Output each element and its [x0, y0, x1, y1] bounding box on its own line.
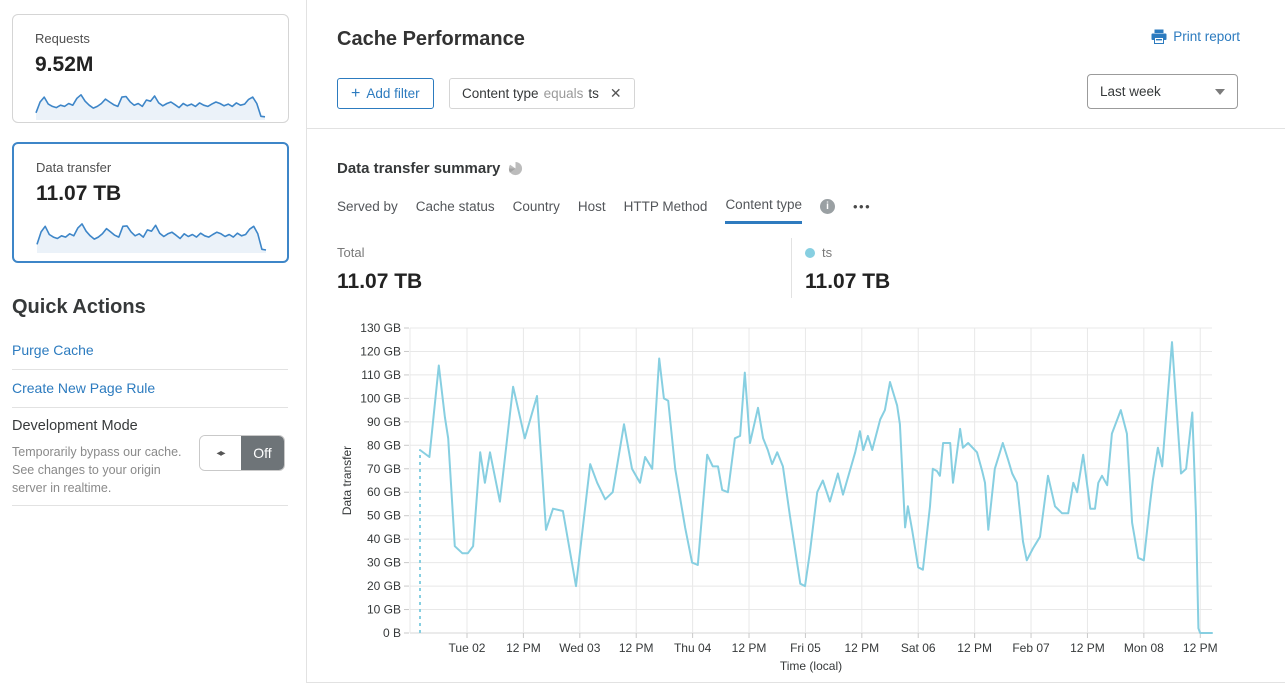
svg-text:50 GB: 50 GB — [367, 509, 401, 523]
svg-text:12 PM: 12 PM — [619, 641, 654, 655]
development-mode-description: Temporarily bypass our cache. See change… — [12, 445, 182, 495]
requests-card-value: 9.52M — [35, 53, 94, 76]
svg-text:90 GB: 90 GB — [367, 415, 401, 429]
svg-text:Tue 02: Tue 02 — [449, 641, 486, 655]
svg-text:Thu 04: Thu 04 — [674, 641, 712, 655]
section-divider — [306, 128, 1285, 129]
svg-text:12 PM: 12 PM — [732, 641, 767, 655]
data-transfer-line-chart: 0 B 10 GB 20 GB 30 GB 40 GB 50 GB 60 GB 70 GB 80… — [340, 321, 1218, 673]
sidebar-border — [306, 0, 307, 682]
summary-tabs: Served by Cache status Country Host HTTP… — [337, 197, 871, 224]
development-mode-toggle[interactable]: ◂▸ Off — [199, 435, 285, 471]
ts-legend-label: ts — [822, 245, 833, 260]
data-transfer-chart: 0 B 10 GB 20 GB 30 GB 40 GB 50 GB 60 GB 70 GB 80… — [337, 318, 1240, 683]
development-mode-toggle-state: Off — [241, 436, 284, 470]
svg-text:12 PM: 12 PM — [844, 641, 879, 655]
tab-cache-status[interactable]: Cache status — [415, 198, 495, 214]
filter-chip-value: ts — [588, 86, 599, 101]
time-range-select[interactable]: Last week — [1087, 74, 1238, 109]
svg-text:70 GB: 70 GB — [367, 462, 401, 476]
page-title: Cache Performance — [337, 28, 525, 50]
svg-text:80 GB: 80 GB — [367, 438, 401, 452]
toggle-arrows-icon: ◂▸ — [200, 436, 241, 470]
series-legend[interactable]: ts — [805, 245, 832, 260]
info-icon[interactable]: i — [820, 198, 835, 214]
svg-text:Mon 08: Mon 08 — [1124, 641, 1164, 655]
print-report-link[interactable]: Print report — [1151, 29, 1240, 44]
sidebar-divider — [12, 369, 288, 370]
tab-host[interactable]: Host — [577, 198, 606, 214]
filter-chip-operator: equals — [543, 86, 584, 101]
svg-text:12 PM: 12 PM — [1183, 641, 1218, 655]
time-range-value: Last week — [1100, 84, 1161, 99]
svg-text:Feb 07: Feb 07 — [1012, 641, 1050, 655]
printer-icon — [1151, 29, 1167, 44]
svg-text:12 PM: 12 PM — [1070, 641, 1105, 655]
tab-content-type[interactable]: Content type — [725, 197, 802, 224]
svg-text:20 GB: 20 GB — [367, 579, 401, 593]
plus-icon: + — [351, 84, 361, 102]
summary-section-title: Data transfer summary — [337, 160, 523, 177]
svg-text:100 GB: 100 GB — [360, 391, 401, 405]
sidebar-divider — [12, 505, 288, 506]
requests-card-label: Requests — [35, 31, 90, 46]
pie-chart-icon — [509, 161, 523, 176]
svg-text:40 GB: 40 GB — [367, 532, 401, 546]
data-transfer-card-value: 11.07 TB — [36, 182, 122, 205]
svg-text:120 GB: 120 GB — [360, 344, 401, 358]
summary-title-text: Data transfer summary — [337, 160, 501, 177]
svg-text:0 B: 0 B — [383, 626, 401, 640]
data-transfer-card-label: Data transfer — [36, 160, 112, 175]
purge-cache-link[interactable]: Purge Cache — [12, 342, 94, 358]
svg-text:60 GB: 60 GB — [367, 485, 401, 499]
more-options-icon[interactable]: ••• — [853, 198, 872, 214]
svg-text:10 GB: 10 GB — [367, 603, 401, 617]
svg-text:Time (local): Time (local) — [780, 659, 842, 673]
remove-filter-icon[interactable]: ✕ — [609, 85, 622, 101]
filter-chip-content-type: Content type equals ts ✕ — [449, 78, 635, 109]
ts-legend-dot-icon — [805, 247, 815, 258]
svg-text:110 GB: 110 GB — [361, 368, 401, 382]
svg-text:Data transfer: Data transfer — [340, 446, 354, 515]
data-transfer-sparkline-chart — [36, 223, 267, 253]
requests-sparkline-chart — [35, 94, 266, 120]
data-transfer-card[interactable]: Data transfer 11.07 TB — [12, 142, 289, 263]
add-filter-label: Add filter — [366, 86, 420, 101]
total-value: 11.07 TB — [337, 270, 423, 293]
tab-served-by[interactable]: Served by — [337, 198, 398, 214]
print-report-label: Print report — [1173, 29, 1240, 44]
sidebar-divider — [12, 407, 288, 408]
svg-text:30 GB: 30 GB — [367, 556, 401, 570]
svg-text:Sat 06: Sat 06 — [901, 641, 936, 655]
bottom-divider — [306, 682, 1285, 683]
tab-http-method[interactable]: HTTP Method — [623, 198, 708, 214]
filter-chip-field: Content type — [462, 86, 539, 101]
chevron-down-icon — [1215, 88, 1225, 95]
svg-text:Fri 05: Fri 05 — [790, 641, 821, 655]
svg-text:12 PM: 12 PM — [957, 641, 992, 655]
create-page-rule-link[interactable]: Create New Page Rule — [12, 380, 156, 396]
total-label: Total — [337, 245, 365, 260]
svg-text:130 GB: 130 GB — [360, 321, 401, 335]
add-filter-button[interactable]: + Add filter — [337, 78, 434, 109]
svg-text:12 PM: 12 PM — [506, 641, 541, 655]
ts-series-value: 11.07 TB — [805, 270, 891, 293]
requests-card[interactable]: Requests 9.52M — [12, 14, 289, 123]
development-mode-title: Development Mode — [12, 418, 138, 434]
svg-text:Wed 03: Wed 03 — [559, 641, 600, 655]
stats-divider — [791, 238, 792, 298]
tab-country[interactable]: Country — [512, 198, 560, 214]
quick-actions-heading: Quick Actions — [12, 296, 146, 318]
